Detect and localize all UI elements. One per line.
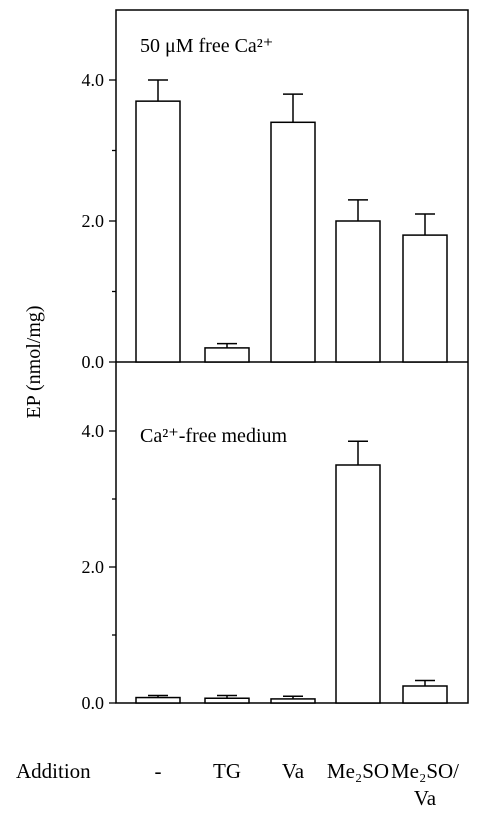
category-label: Me₂SO/: [391, 759, 459, 783]
category-label: TG: [213, 759, 241, 783]
panel-title: Ca²⁺-free medium: [140, 425, 287, 447]
y-tick-label: 0.0: [82, 352, 105, 372]
bar: [402, 685, 448, 704]
bar: [402, 234, 448, 363]
bar: [335, 464, 381, 704]
category-label: Va: [282, 759, 305, 783]
x-axis-title: Addition: [16, 759, 91, 783]
bar: [270, 698, 316, 704]
bar: [135, 100, 181, 363]
y-tick-label: 0.0: [82, 693, 105, 713]
y-tick-label: 2.0: [82, 211, 105, 231]
category-label: -: [155, 759, 162, 783]
bar: [135, 696, 181, 704]
y-axis-title: EP (nmol/mg): [23, 305, 45, 418]
y-tick-label: 4.0: [82, 70, 105, 90]
category-label: Me₂SO: [327, 759, 389, 783]
bar: [270, 121, 316, 363]
panel-title: 50 μM free Ca²⁺: [140, 35, 273, 57]
y-tick-label: 2.0: [82, 557, 105, 577]
bar: [204, 347, 250, 363]
bar: [335, 220, 381, 363]
y-tick-label: 4.0: [82, 421, 105, 441]
bar: [204, 697, 250, 704]
category-label: Va: [414, 786, 437, 810]
